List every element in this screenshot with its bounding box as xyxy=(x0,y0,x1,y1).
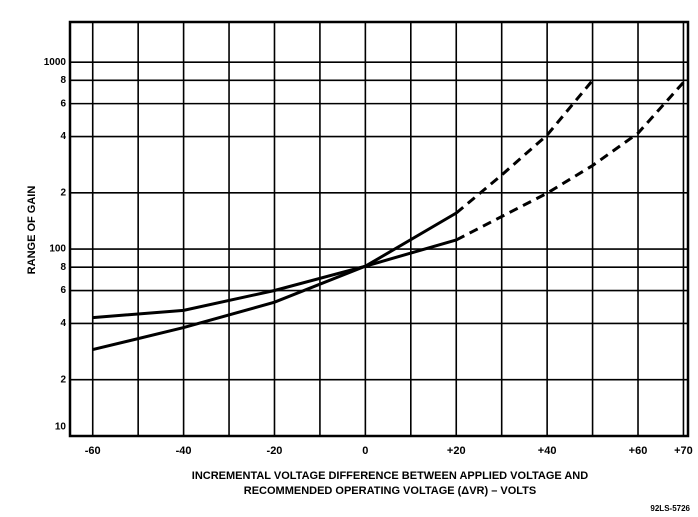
y-axis-label: RANGE OF GAIN xyxy=(26,186,38,275)
y-tick-label: 8 xyxy=(60,75,66,86)
x-tick-label: +70 xyxy=(674,445,693,457)
x-tick-label: -40 xyxy=(176,445,192,457)
line xyxy=(92,211,458,352)
y-tick-label: 2 xyxy=(60,187,66,198)
y-tick-label: 4 xyxy=(60,318,66,329)
x-tick-label: -20 xyxy=(267,445,283,457)
x-tick-label: 0 xyxy=(362,445,368,457)
annotation: 92LS-5726 xyxy=(650,504,690,513)
x-axis-label: RECOMMENDED OPERATING VOLTAGE (ΔVR) – VO… xyxy=(244,485,537,497)
x-tick-label: +40 xyxy=(538,445,557,457)
y-tick-label: 8 xyxy=(60,262,66,273)
y-tick-label: 6 xyxy=(60,98,66,109)
line xyxy=(455,81,685,242)
y-tick-label: 1000 xyxy=(44,57,67,68)
x-axis-label: INCREMENTAL VOLTAGE DIFFERENCE BETWEEN A… xyxy=(192,470,588,482)
y-tick-label: 4 xyxy=(60,131,66,142)
x-tick-label: +60 xyxy=(629,445,648,457)
y-tick-label: 10 xyxy=(55,422,67,433)
y-tick-label: 100 xyxy=(49,244,66,255)
line xyxy=(92,238,457,320)
x-tick-label: +20 xyxy=(447,445,466,457)
line xyxy=(455,79,594,215)
y-tick-label: 6 xyxy=(60,285,66,296)
y-tick-label: 2 xyxy=(60,374,66,385)
plot-frame xyxy=(68,20,690,438)
x-tick-label: -60 xyxy=(85,445,101,457)
